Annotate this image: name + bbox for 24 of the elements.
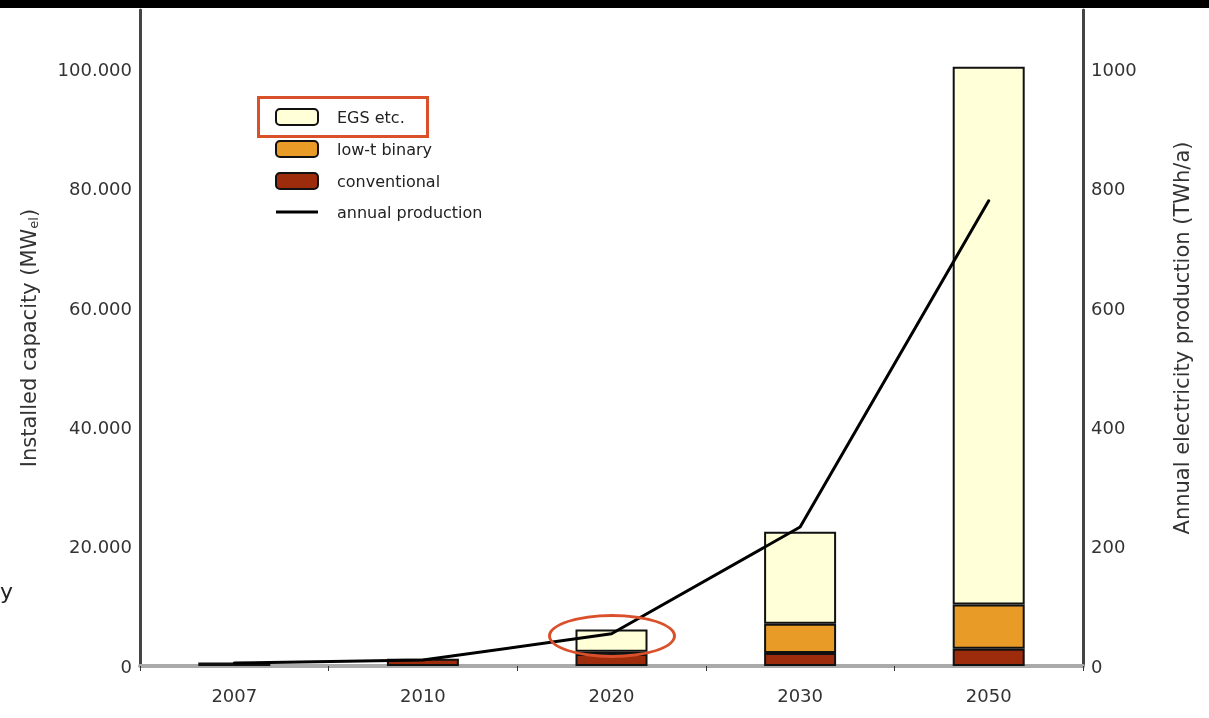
y2-tick-label: 400 (1091, 416, 1126, 438)
y-tick-label: 40.000 (69, 416, 132, 438)
y-axis-title: Installed capacity (MWel) (16, 208, 41, 468)
x-tick-label: 2050 (965, 684, 1012, 706)
legend-label: annual production (337, 202, 483, 222)
y2-tick-label: 1000 (1091, 59, 1137, 81)
legend-label: conventional (337, 171, 441, 191)
legend-label: low-t binary (337, 139, 433, 159)
legend-label: EGS etc. (337, 107, 405, 127)
y2-tick-label: 800 (1091, 178, 1126, 200)
y-tick-label: 60.000 (69, 297, 132, 319)
y2-tick-label: 0 (1091, 655, 1103, 677)
y2-tick-label: 600 (1091, 297, 1126, 319)
x-tick-label: 2007 (211, 684, 258, 706)
y-tick-label: 100.000 (57, 59, 132, 81)
y-tick-label: 20.000 (69, 536, 132, 558)
y-tick-label: 0 (120, 655, 132, 677)
text: y (0, 578, 14, 604)
x-tick-label: 2030 (777, 684, 824, 706)
y-tick-label: 80.000 (69, 178, 132, 200)
y2-axis-title: Annual electricity production (TWh/a) (1169, 141, 1194, 535)
x-tick-label: 2020 (588, 684, 635, 706)
x-tick-label: 2010 (399, 684, 446, 706)
y2-tick-label: 200 (1091, 536, 1126, 558)
